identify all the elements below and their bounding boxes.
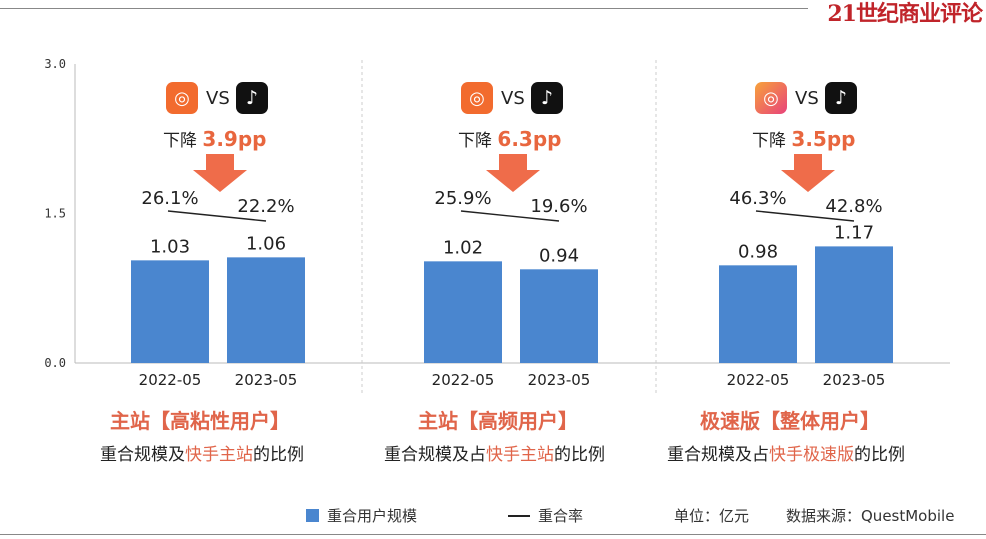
y-tick-label: 3.0 — [44, 57, 66, 71]
rate-label: 22.2% — [237, 196, 294, 217]
down-arrow-icon — [193, 154, 247, 192]
subtitle-prefix: 重合规模及占 — [384, 445, 486, 465]
unit-label: 单位：亿元 — [674, 505, 749, 526]
source-text: 数据来源：QuestMobile — [786, 507, 955, 525]
bar-value-label: 1.06 — [246, 233, 286, 254]
panel-subtitle: 重合规模及占快手主站的比例 — [384, 440, 605, 465]
x-tick-label: 2023-05 — [528, 371, 591, 389]
bar — [815, 246, 893, 363]
line-swatch-icon — [508, 514, 530, 517]
legend-line-label: 重合率 — [538, 507, 584, 525]
subtitle-prefix: 重合规模及 — [100, 445, 185, 465]
panel-subtitle: 重合规模及快手主站的比例 — [100, 440, 304, 465]
kuaishou-logo-icon: ◎ — [166, 82, 198, 114]
rate-label: 46.3% — [729, 188, 786, 209]
panel-title: 极速版【整体用户】 — [700, 409, 880, 433]
bar-value-label: 0.98 — [738, 241, 778, 262]
subtitle-highlight: 快手极速版 — [769, 445, 854, 465]
bar — [227, 257, 305, 363]
rate-line — [167, 210, 267, 222]
vs-label: VS — [795, 88, 819, 109]
drop-label: 下降 6.3pp — [458, 126, 561, 151]
drop-prefix: 下降 — [458, 131, 492, 151]
subtitle-highlight: 快手主站 — [185, 445, 253, 465]
douyin-logo-icon: ♪ — [236, 82, 268, 114]
x-tick-label: 2023-05 — [235, 371, 298, 389]
legend-line-item: 重合率 — [508, 505, 583, 526]
bar-swatch-icon — [306, 509, 319, 522]
rate-line — [460, 210, 560, 222]
bar — [131, 260, 209, 363]
legend: 重合用户规模 重合率 单位：亿元 数据来源：QuestMobile — [0, 505, 986, 529]
vs-label: VS — [501, 88, 525, 109]
legend-bar-item: 重合用户规模 — [306, 505, 417, 526]
y-tick-label: 0.0 — [44, 356, 66, 370]
source-label: 数据来源：QuestMobile — [786, 505, 954, 526]
drop-value: 3.9pp — [202, 127, 267, 151]
down-arrow-icon — [486, 154, 540, 192]
douyin-logo-icon: ♪ — [531, 82, 563, 114]
panel-title: 主站【高频用户】 — [418, 409, 578, 433]
rate-label: 42.8% — [825, 196, 882, 217]
douyin-lite-logo-icon: ♪ — [825, 82, 857, 114]
subtitle-suffix: 的比例 — [854, 445, 905, 465]
panel-subtitle: 重合规模及占快手极速版的比例 — [667, 440, 905, 465]
kuaishou-lite-logo-icon: ◎ — [755, 82, 787, 114]
bar — [520, 269, 598, 363]
rate-label: 25.9% — [434, 188, 491, 209]
y-tick-label: 1.5 — [44, 207, 66, 221]
subtitle-highlight: 快手主站 — [486, 445, 554, 465]
subtitle-prefix: 重合规模及占 — [667, 445, 769, 465]
x-tick-label: 2022-05 — [139, 371, 202, 389]
drop-prefix: 下降 — [752, 131, 786, 151]
drop-value: 6.3pp — [497, 127, 562, 151]
top-rule — [0, 8, 808, 9]
bar-value-label: 1.02 — [443, 237, 483, 258]
x-tick-label: 2022-05 — [432, 371, 495, 389]
bottom-rule — [0, 534, 986, 535]
brand-logo: 21世纪商业评论 — [827, 1, 983, 27]
bar — [719, 265, 797, 363]
legend-bar-label: 重合用户规模 — [327, 507, 418, 525]
drop-label: 下降 3.5pp — [752, 126, 855, 151]
drop-prefix: 下降 — [163, 131, 197, 151]
subtitle-suffix: 的比例 — [253, 445, 304, 465]
down-arrow-icon — [781, 154, 835, 192]
bar-value-label: 1.17 — [834, 222, 874, 243]
vs-label: VS — [206, 88, 230, 109]
kuaishou-logo-icon: ◎ — [461, 82, 493, 114]
subtitle-suffix: 的比例 — [554, 445, 605, 465]
rate-label: 26.1% — [141, 188, 198, 209]
x-tick-label: 2023-05 — [823, 371, 886, 389]
panel-title: 主站【高粘性用户】 — [110, 409, 290, 433]
unit-text: 单位：亿元 — [674, 507, 750, 525]
drop-label: 下降 3.9pp — [163, 126, 266, 151]
bar-value-label: 0.94 — [539, 245, 579, 266]
drop-value: 3.5pp — [791, 127, 856, 151]
bar-value-label: 1.03 — [150, 236, 190, 257]
x-tick-label: 2022-05 — [727, 371, 790, 389]
rate-line — [755, 210, 855, 222]
rate-label: 19.6% — [530, 196, 587, 217]
bar — [424, 261, 502, 363]
